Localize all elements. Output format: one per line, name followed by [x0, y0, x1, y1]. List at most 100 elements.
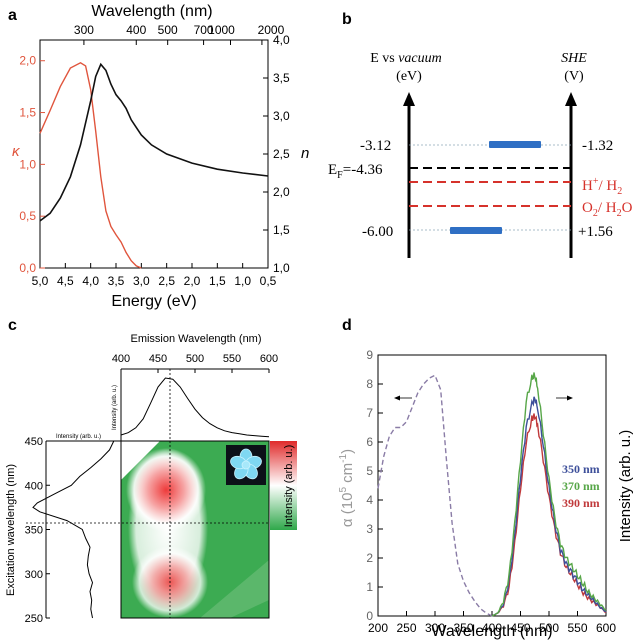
panel-c-left-tick-label: 450	[25, 436, 43, 448]
panel-a-top-tick-label: 2000	[258, 23, 285, 37]
panel-a-right-label: n	[301, 145, 309, 162]
panel-d-y-tick-label: 0	[366, 609, 373, 623]
valence-band-bar	[450, 227, 502, 234]
panel-d-x-tick-label: 500	[539, 621, 559, 635]
panel-c-left-tick-label: 400	[25, 480, 43, 492]
panel-b: b E vs vacuum (eV) SHE (V) -3.12 -1.32 E…	[328, 11, 633, 258]
flower-shape	[230, 448, 262, 480]
panel-c-top-title: Emission Wavelength (nm)	[130, 333, 261, 345]
panel-a-right-ticks: 1,0 1,5 2,0 2,5 3,0 3,5 4,0	[263, 33, 290, 275]
panel-b-right-unit: (V)	[564, 69, 584, 84]
panel-a-top-tick-label: 700	[194, 23, 214, 37]
panel-c-top-tick-label: 550	[223, 353, 241, 365]
flower-inset-photo	[226, 445, 266, 485]
cb-right-value: -1.32	[582, 138, 613, 154]
panel-b-right-title: SHE	[561, 51, 587, 66]
panel-a-right-tick-label: 1,0	[273, 261, 290, 275]
vb-left-value: -6.00	[362, 224, 393, 240]
panel-a-top-tick-label: 500	[158, 23, 178, 37]
panel-d-y-tick-label: 3	[366, 522, 373, 536]
o-redox-label: O2/ H2O	[582, 200, 633, 219]
panel-c-top-ticks: 400 450 500 550 600	[112, 353, 278, 373]
panel-d-y-tick-label: 5	[366, 464, 373, 478]
panel-a-x-tick-label: 1,5	[209, 274, 226, 288]
panel-c-left-tick-label: 250	[25, 613, 43, 625]
panel-a-x-ticks: 5,0 4,5 4,0 3,5 3,0 2,5 2,0 1,5 1,0 0,5	[32, 263, 277, 288]
panel-c-top-tick-label: 600	[260, 353, 278, 365]
panel-d-x-ticks: 200 250 300 350 400 450 500 550 600	[368, 611, 616, 635]
panel-d-x-tick-label: 450	[510, 621, 530, 635]
panel-a-right-tick-label: 4,0	[273, 33, 290, 47]
colorbar	[270, 441, 297, 530]
panel-a-top-tick-label: 400	[126, 23, 146, 37]
panel-d-x-tick-label: 250	[396, 621, 416, 635]
panel-a-x-tick-label: 1,0	[234, 274, 251, 288]
panel-d-y-tick-label: 1	[366, 580, 373, 594]
panel-b-left-unit: (eV)	[396, 69, 422, 84]
panel-a-x-tick-label: 2,5	[158, 274, 175, 288]
panel-a-letter: a	[8, 7, 17, 24]
top-emission-profile	[120, 377, 270, 438]
panel-a-right-tick-label: 3,5	[273, 71, 290, 85]
panel-d-y-tick-label: 2	[366, 551, 373, 565]
absorption-axis-arrow	[394, 395, 412, 401]
panel-a-x-tick-label: 3,0	[133, 274, 150, 288]
kappa-curve	[39, 61, 142, 269]
panel-a-xlabel: Energy (eV)	[111, 293, 196, 310]
panel-a-x-tick-label: 5,0	[32, 274, 49, 288]
panel-a-x-tick-label: 3,5	[108, 274, 125, 288]
legend-entry: 350 nm	[562, 462, 600, 476]
intensity-axis-arrow	[556, 395, 573, 401]
panel-a-x-tick-label: 0,5	[260, 274, 277, 288]
panel-d-x-tick-label: 200	[368, 621, 388, 635]
panel-d-x-tick-label: 350	[453, 621, 473, 635]
panel-d-x-tick-label: 400	[482, 621, 502, 635]
panel-b-left-title: E vs vacuum	[370, 51, 442, 66]
panel-a-left-label: κ	[12, 143, 21, 160]
panel-a-frame	[39, 39, 269, 269]
panel-a-right-tick-label: 2,5	[273, 147, 290, 161]
top-profile-intensity-label: Intensity (arb. u.)	[112, 385, 118, 430]
side-excitation-profile	[32, 440, 115, 619]
fermi-label: EF=-4.36	[328, 162, 383, 181]
panel-a-x-tick-label: 4,5	[57, 274, 74, 288]
panel-d-letter: d	[342, 317, 352, 334]
cb-left-value: -3.12	[360, 138, 391, 154]
she-axis-arrow	[565, 92, 577, 106]
pl-curve-370-nm	[491, 372, 607, 617]
panel-a-left-ticks: 0,0 0,5 1,0 1,5 2,0	[19, 54, 45, 275]
panel-d-y-tick-label: 7	[366, 406, 373, 420]
panel-d-x-tick-label: 550	[567, 621, 587, 635]
n-curve	[39, 62, 269, 222]
panel-a-x-tick-label: 2,0	[184, 274, 201, 288]
vb-right-value: +1.56	[578, 224, 613, 240]
panel-d: d 200 250 300 350 400 450 500 550 600 0 1 2 3 4 5 6 7 8 9…	[338, 317, 634, 640]
panel-c-left-ticks: 450 400 350 300 250	[25, 436, 50, 625]
panel-c-top-tick-label: 450	[149, 353, 167, 365]
panel-d-y-tick-label: 6	[366, 435, 373, 449]
conduction-band-bar	[489, 141, 541, 148]
panel-a-top-axis-label: Wavelength (nm)	[91, 3, 212, 20]
pl-curve-390-nm	[491, 413, 607, 617]
panel-a-x-tick-label: 4,0	[82, 274, 99, 288]
panel-d-ylabel-right: Intensity (arb. u.)	[617, 430, 634, 543]
panel-c-top-tick-label: 500	[186, 353, 204, 365]
panel-d-x-tick-label: 600	[596, 621, 616, 635]
absorption-curve	[377, 374, 493, 617]
panel-c-ylabel: Excitation wavelength (nm)	[5, 464, 17, 596]
colorbar-label: Intensity (arb. u.)	[283, 445, 295, 528]
panel-c-left-tick-label: 350	[25, 525, 43, 537]
panel-c-left-tick-label: 300	[25, 569, 43, 581]
photoluminescence-curves	[491, 372, 607, 617]
panel-d-y-tick-label: 8	[366, 377, 373, 391]
pl-curve-350-nm	[491, 396, 607, 617]
panel-c-top-tick-label: 400	[112, 353, 130, 365]
panel-a-right-tick-label: 3,0	[273, 109, 290, 123]
panel-a-left-tick-label: 0,0	[19, 261, 36, 275]
vacuum-axis-arrow	[403, 92, 415, 106]
panel-b-letter: b	[342, 11, 352, 28]
panel-d-ylabel-left: α (105 cm-1)	[338, 449, 356, 527]
panel-a: a Wavelength (nm) 5,0 4,5 4,0 3,5 3,0 2,5 2,0 1…	[8, 3, 309, 310]
h-redox-label: H+/ H2	[582, 176, 622, 197]
